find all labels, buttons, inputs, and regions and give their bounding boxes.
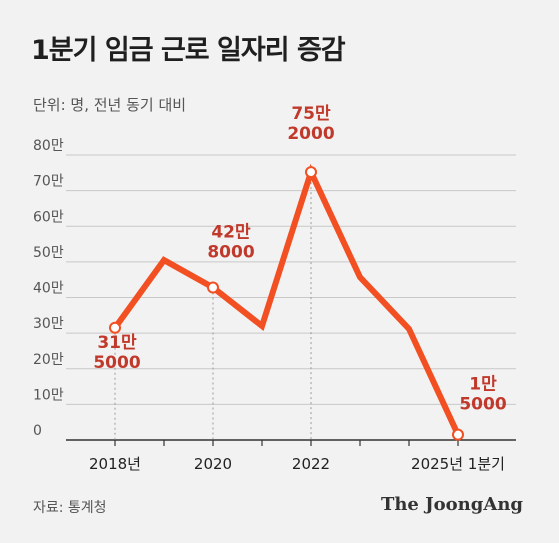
data-point xyxy=(109,321,121,334)
data-label-line2: 5000 xyxy=(93,353,140,373)
data-point xyxy=(452,428,464,441)
x-tick-label: 2020 xyxy=(194,455,232,473)
x-tick-label: 2022 xyxy=(292,455,330,473)
x-tick-label: 2018년 xyxy=(89,455,141,473)
y-tick-label: 0 xyxy=(33,423,42,439)
data-label-line1: 1만 xyxy=(469,375,497,395)
data-label-line2: 5000 xyxy=(459,395,506,415)
y-tick-label: 10만 xyxy=(33,387,64,403)
y-tick-label: 20만 xyxy=(33,352,64,368)
x-tick-label: 2025년 1분기 xyxy=(411,455,505,473)
data-label-line1: 31만 xyxy=(97,333,137,353)
y-tick-label: 30만 xyxy=(33,316,64,332)
data-label-line1: 42만 xyxy=(211,223,251,243)
y-tick-label: 80만 xyxy=(33,138,64,154)
y-tick-label: 60만 xyxy=(33,209,64,225)
data-label-line2: 8000 xyxy=(207,243,254,263)
source-note: 자료: 통계청 xyxy=(33,500,107,516)
chart-title: 1분기 임금 근로 일자리 증감 xyxy=(31,35,346,66)
y-tick-label: 70만 xyxy=(33,174,64,190)
series-line xyxy=(112,163,461,436)
data-label-line2: 2000 xyxy=(287,124,334,144)
data-point xyxy=(305,166,317,179)
unit-note: 단위: 명, 전년 동기 대비 xyxy=(33,96,187,114)
brand-logo: The JoongAng xyxy=(380,494,523,515)
data-point xyxy=(207,281,219,294)
y-tick-label: 40만 xyxy=(33,281,64,297)
data-label-line1: 75만 xyxy=(291,104,331,124)
y-tick-label: 50만 xyxy=(33,245,64,261)
